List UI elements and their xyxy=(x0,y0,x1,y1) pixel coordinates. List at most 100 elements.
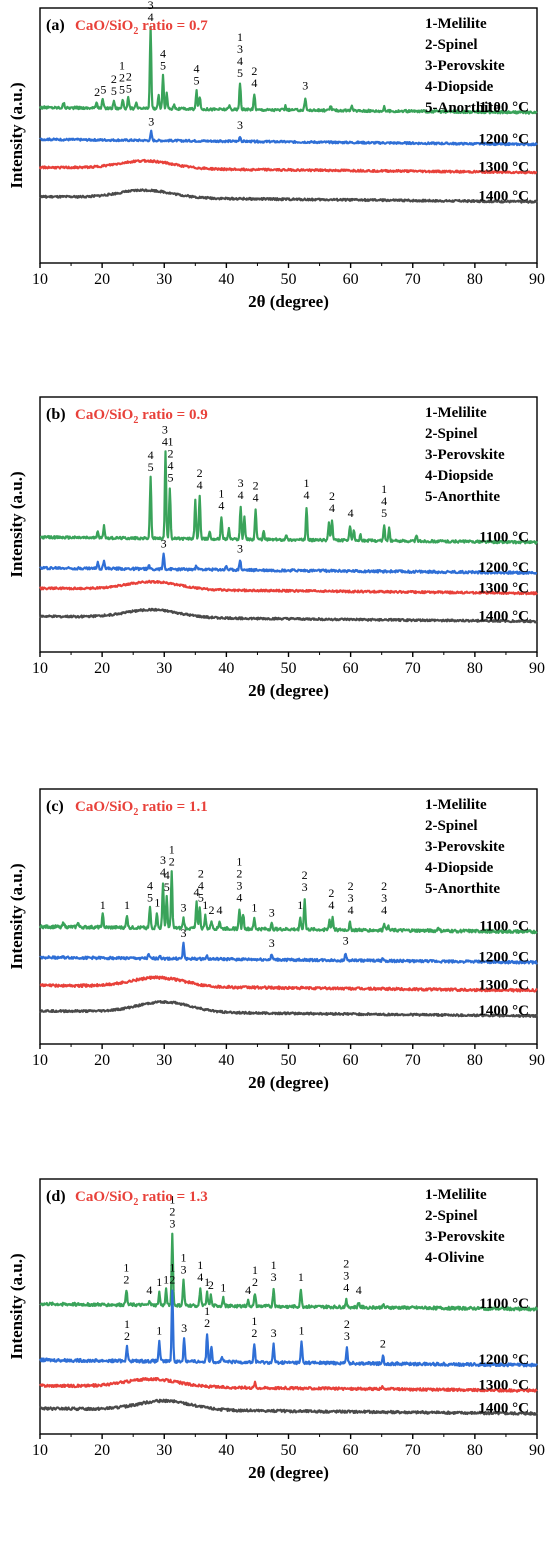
panel-label: (d) xyxy=(46,1188,66,1205)
peak-label: 4 xyxy=(381,903,387,917)
x-axis-title: 2θ (degree) xyxy=(248,292,329,311)
peak-label: 2 xyxy=(204,1316,210,1330)
peak-label: 2 xyxy=(167,446,173,460)
x-tick-label: 80 xyxy=(467,1442,483,1459)
legend-entry: 4-Diopside xyxy=(425,860,494,876)
peak-label: 3 xyxy=(343,934,349,948)
peak-label: 1 xyxy=(100,898,106,912)
peak-label: 4 xyxy=(328,898,334,912)
peak-label: 1 xyxy=(204,1304,210,1318)
x-tick-label: 50 xyxy=(281,271,297,288)
legend-entry: 4-Diopside xyxy=(425,79,494,95)
series-line-1300 xyxy=(39,975,538,993)
peak-label: 2 xyxy=(236,866,242,880)
peak-label: 1 xyxy=(299,1324,305,1338)
x-tick-label: 60 xyxy=(343,1442,359,1459)
peak-label: 4 xyxy=(329,501,335,515)
peak-label: 4 xyxy=(253,491,259,505)
peak-label: 5 xyxy=(381,506,387,520)
series-line-1400 xyxy=(39,188,538,204)
peak-label: 4 xyxy=(245,1283,251,1297)
peak-label: 3 xyxy=(269,936,275,950)
series-label-1200: 1200 °C xyxy=(478,949,529,965)
peak-label: 4 xyxy=(160,865,166,879)
peak-label: 5 xyxy=(167,470,173,484)
series-line-1100 xyxy=(39,1232,539,1312)
peak-label: 3 xyxy=(237,42,243,56)
peak-label: 4 xyxy=(194,885,200,899)
peak-label: 3 xyxy=(381,891,387,905)
peak-label: 4 xyxy=(148,448,154,462)
peak-label: 3 xyxy=(343,1268,349,1282)
series-label-1400: 1400 °C xyxy=(478,1401,529,1417)
peak-label: 5 xyxy=(160,58,166,72)
peak-label: 2 xyxy=(111,72,117,86)
x-tick-label: 40 xyxy=(218,1442,234,1459)
peak-label: 3 xyxy=(181,1321,187,1335)
y-axis-title: Intensity (a.u.) xyxy=(7,863,26,969)
peak-label: 5 xyxy=(100,83,106,97)
peak-label: 5 xyxy=(237,66,243,80)
peak-label: 2 xyxy=(381,879,387,893)
peak-label: 2 xyxy=(344,1317,350,1331)
peak-label: 4 xyxy=(148,10,154,24)
peak-label: 1 xyxy=(154,895,160,909)
peak-label: 2 xyxy=(252,1275,258,1289)
peak-label: 3 xyxy=(181,901,187,915)
x-tick-label: 20 xyxy=(94,1442,110,1459)
x-tick-label: 70 xyxy=(405,1442,421,1459)
ratio-title: CaO/SiO2 ratio = 0.9 xyxy=(75,407,208,426)
x-tick-label: 30 xyxy=(156,1442,172,1459)
series-label-1300: 1300 °C xyxy=(478,977,529,993)
x-tick-label: 50 xyxy=(281,1052,297,1069)
x-tick-label: 20 xyxy=(94,660,110,677)
series-label-1300: 1300 °C xyxy=(478,1378,529,1394)
peak-label: 3 xyxy=(271,1326,277,1340)
legend-entry: 1-Melilite xyxy=(425,16,487,32)
peak-label: 3 xyxy=(162,423,168,437)
series-line-1400 xyxy=(38,607,538,624)
peak-label: 1 xyxy=(381,482,387,496)
legend-entry: 2-Spinel xyxy=(425,1208,478,1224)
x-tick-label: 90 xyxy=(529,1052,545,1069)
legend-entry: 5-Anorthite xyxy=(425,489,500,505)
peak-label: 1 xyxy=(304,476,310,490)
peak-label: 3 xyxy=(160,853,166,867)
peak-label: 3 xyxy=(348,891,354,905)
y-axis-title: Intensity (a.u.) xyxy=(7,471,26,577)
x-tick-label: 80 xyxy=(467,1052,483,1069)
peak-label: 3 xyxy=(302,79,308,93)
peak-label: 1 xyxy=(169,843,175,857)
series-line-1200 xyxy=(39,129,538,147)
peak-label: 1 xyxy=(169,1261,175,1275)
series-line-1300 xyxy=(39,579,538,596)
series-line-1400 xyxy=(39,1398,538,1416)
series-label-1100: 1100 °C xyxy=(479,919,529,935)
x-axis-title: 2θ (degree) xyxy=(248,1463,329,1482)
x-tick-label: 70 xyxy=(405,660,421,677)
x-tick-label: 60 xyxy=(343,660,359,677)
ratio-title: CaO/SiO2 ratio = 1.1 xyxy=(75,799,208,818)
peak-label: 2 xyxy=(198,866,204,880)
peak-label: 4 xyxy=(167,458,173,472)
y-axis-title: Intensity (a.u.) xyxy=(7,1253,26,1359)
x-tick-label: 70 xyxy=(405,1052,421,1069)
peak-label: 4 xyxy=(197,1270,203,1284)
peak-label: 2 xyxy=(348,879,354,893)
series-label-1300: 1300 °C xyxy=(478,159,529,175)
peak-label: 1 xyxy=(156,1324,162,1338)
x-tick-label: 60 xyxy=(343,1052,359,1069)
series-label-1400: 1400 °C xyxy=(478,189,529,205)
peak-label: 5 xyxy=(148,460,154,474)
series-label-1100: 1100 °C xyxy=(479,99,529,115)
series-line-1200 xyxy=(39,1289,538,1368)
x-tick-label: 30 xyxy=(156,1052,172,1069)
peak-label: 2 xyxy=(124,1329,130,1343)
peak-label: 4 xyxy=(160,46,166,60)
peak-label: 2 xyxy=(302,868,308,882)
x-tick-label: 30 xyxy=(156,660,172,677)
